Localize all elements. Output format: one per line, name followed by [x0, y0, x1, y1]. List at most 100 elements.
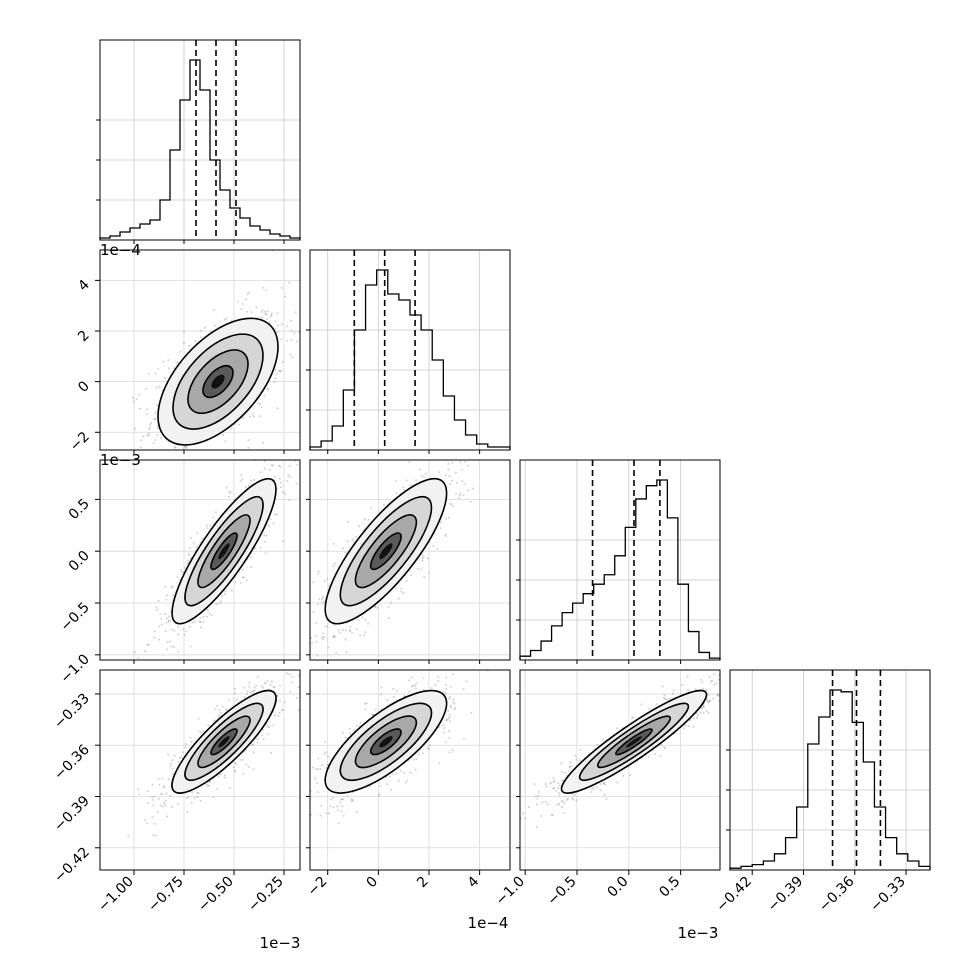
scatter-point	[716, 693, 719, 696]
scatter-point	[445, 718, 448, 721]
scatter-point	[399, 769, 402, 772]
scatter-point	[208, 784, 211, 787]
scatter-point	[463, 483, 466, 486]
scatter-point	[286, 325, 288, 328]
scatter-point	[450, 503, 453, 506]
scatter-point	[342, 798, 345, 801]
pair-panel-2-0	[99, 459, 301, 661]
scatter-point	[448, 751, 451, 754]
scatter-point	[149, 423, 151, 426]
scatter-point	[279, 370, 282, 373]
scatter-point	[182, 447, 185, 450]
scatter-point	[451, 461, 454, 464]
scatter-point	[261, 734, 264, 737]
scatter-point	[288, 281, 291, 284]
scatter-point	[199, 799, 202, 802]
scatter-point	[295, 340, 298, 343]
scatter-point	[260, 406, 263, 409]
scatter-point	[264, 540, 267, 543]
scatter-point	[603, 783, 606, 786]
scatter-point	[169, 762, 172, 765]
scatter-point	[442, 724, 445, 726]
scatter-point	[448, 729, 451, 732]
scatter-point	[260, 311, 263, 313]
scatter-point	[540, 815, 543, 817]
scatter-point	[154, 372, 157, 375]
pair-frame	[99, 669, 301, 871]
scatter-point	[168, 367, 170, 370]
scatter-point	[223, 593, 226, 595]
scatter-point	[210, 614, 213, 617]
scatter-point	[212, 516, 215, 519]
scatter-point	[214, 708, 217, 711]
scatter-point	[307, 634, 309, 636]
scatter-point	[161, 805, 164, 808]
scatter-point	[278, 370, 281, 373]
scatter-point	[252, 690, 255, 693]
scatter-point	[322, 632, 325, 635]
scatter-point	[425, 472, 427, 475]
scatter-point	[290, 681, 293, 684]
scatter-point	[332, 806, 335, 809]
scatter-point	[229, 491, 232, 494]
density-contour-4	[218, 736, 230, 748]
scatter-point	[341, 731, 344, 734]
scatter-point	[564, 771, 567, 774]
scatter-point	[267, 733, 270, 736]
scatter-point	[202, 621, 205, 623]
scatter-point	[247, 485, 250, 487]
scatter-point	[315, 622, 318, 624]
scatter-point	[290, 339, 293, 342]
scatter-point	[147, 432, 150, 435]
scatter-point	[163, 802, 166, 805]
scatter-point	[198, 730, 201, 733]
scatter-point	[155, 386, 158, 389]
scatter-point	[265, 289, 268, 292]
scatter-point	[156, 608, 159, 611]
scatter-point	[378, 792, 381, 795]
scatter-point	[274, 714, 276, 717]
scatter-point	[212, 719, 215, 722]
scatter-point	[167, 778, 170, 781]
hist-panel-2	[516, 459, 721, 661]
scatter-point	[223, 776, 226, 779]
scatter-point	[240, 474, 243, 477]
scatter-point	[320, 636, 323, 639]
scatter-point	[166, 532, 168, 534]
scatter-point	[221, 595, 224, 598]
scatter-point	[374, 605, 377, 608]
scatter-point	[169, 619, 172, 622]
scatter-point	[404, 781, 407, 784]
scatter-point	[201, 537, 204, 540]
scatter-point	[426, 557, 429, 560]
scatter-point	[163, 613, 166, 616]
pair-content	[310, 667, 510, 870]
scatter-point	[323, 740, 326, 743]
scatter-point	[247, 439, 250, 442]
scatter-point	[323, 752, 326, 755]
scatter-point	[317, 572, 320, 575]
scatter-point	[146, 434, 149, 437]
scatter-point	[253, 689, 256, 692]
scatter-point	[240, 308, 243, 311]
scatter-point	[449, 705, 452, 707]
scatter-point	[209, 524, 212, 527]
scatter-point	[202, 615, 205, 618]
scatter-point	[199, 621, 202, 623]
scatter-point	[325, 812, 328, 815]
scatter-point	[153, 636, 156, 639]
scatter-point	[234, 769, 237, 772]
scatter-point	[246, 690, 249, 693]
scatter-point	[255, 306, 258, 309]
scatter-point	[454, 471, 457, 474]
scatter-point	[164, 630, 167, 632]
scatter-point	[552, 787, 555, 790]
scatter-point	[281, 708, 284, 711]
scatter-point	[224, 440, 227, 443]
scatter-point	[270, 464, 273, 467]
scatter-point	[242, 758, 245, 761]
scatter-point	[379, 693, 382, 696]
scatter-point	[590, 791, 593, 794]
scatter-point	[462, 688, 465, 691]
scatter-point	[453, 667, 455, 669]
